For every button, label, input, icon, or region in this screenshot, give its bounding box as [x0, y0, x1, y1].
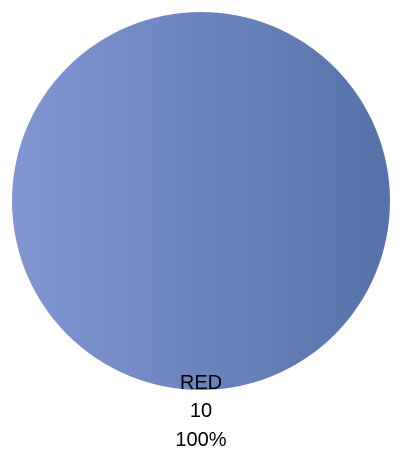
slice-percent-red: 100% — [175, 429, 226, 451]
pie-slices — [12, 12, 390, 390]
pie-labels: RED 10 100% — [175, 372, 226, 451]
pie-slice-red — [12, 12, 390, 390]
slice-value-red: 10 — [190, 400, 212, 422]
slice-label-red: RED — [180, 372, 222, 394]
